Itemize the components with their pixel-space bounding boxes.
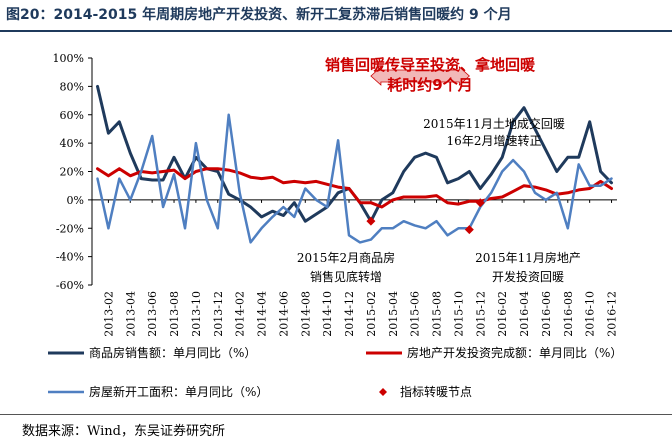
x-tick-label: 2015-04 (387, 291, 400, 337)
y-tick-label: 60% (60, 109, 84, 122)
x-tick-label: 2016-08 (562, 291, 575, 337)
series-lines (96, 84, 613, 244)
chart-annotations: 2015年11月土地成交回暖 16年2月增速转正 2015年2月商品房 销售见底… (297, 116, 581, 284)
x-tick-label: 2014-04 (256, 291, 269, 337)
invest-turn-annotation-line-1: 2015年11月房地产 (475, 250, 581, 265)
x-tick-label: 2015-02 (365, 291, 378, 337)
x-tick-label: 2013-08 (168, 291, 181, 337)
annotation-banner: 销售回暖传导至投资、拿地回暖 耗时约9个月 (325, 56, 536, 94)
banner-line-2: 耗时约9个月 (387, 76, 472, 94)
land-annotation-line-2: 16年2月增速转正 (447, 133, 542, 148)
y-grid-and-ticks: -60% -40% -20% 0% 20% 40% 60% 80% 100% (53, 52, 93, 292)
y-tick-label: 40% (60, 137, 84, 150)
x-tick-label: 2014-10 (321, 291, 334, 337)
x-tick-label: 2014-06 (277, 291, 290, 337)
figure-title: 图20：2014-2015 年周期房地产开发投资、新开工复苏滞后销售回暖约 9 … (6, 7, 512, 23)
invest-turn-annotation-line-2: 开发投资回暖 (492, 269, 564, 284)
x-tick-label: 2015-06 (409, 291, 422, 337)
x-tick-label: 2013-12 (212, 291, 225, 337)
x-tick-label: 2016-10 (584, 291, 597, 337)
x-tick-label: 2015-10 (452, 291, 465, 337)
banner-line-1: 销售回暖传导至投资、拿地回暖 (325, 56, 536, 74)
source-rule (0, 414, 672, 415)
turning-point-marker (464, 225, 474, 235)
y-tick-label: -40% (56, 251, 84, 264)
series-line-1 (96, 84, 613, 223)
legend-label-investment: 房地产开发投资完成额：单月同比（%） (407, 345, 622, 360)
x-tick-label: 2013-02 (102, 291, 115, 337)
line-chart: -60%-40%-20%0%20%40%60%80%100% 2013-02 20… (48, 52, 622, 399)
sales-turn-annotation-line-1: 2015年2月商品房 (297, 250, 395, 265)
legend-label-marker: 指标转暖节点 (400, 384, 472, 399)
sales-turn-annotation-line-2: 销售见底转增 (310, 269, 382, 284)
turning-point-marker (475, 198, 485, 208)
double-arrow (370, 66, 470, 86)
turning-point-marker (366, 216, 376, 226)
x-tick-label: 2014-02 (234, 291, 247, 337)
x-tick-label: 2016-04 (518, 291, 531, 337)
x-tick-label: 2014-08 (299, 291, 312, 337)
y-tick-label: 0% (67, 194, 84, 207)
x-tick-label: 2016-12 (606, 291, 619, 337)
y-tick-label: -20% (56, 222, 84, 235)
series-line-3 (96, 113, 613, 244)
x-tick-label: 2013-04 (124, 291, 137, 337)
x-tick-label: 2013-06 (146, 291, 159, 337)
x-tick-label: 2016-06 (540, 291, 553, 337)
legend-swatch-marker (379, 388, 387, 396)
y-tick-label: 80% (60, 80, 84, 93)
turning-point-markers (366, 198, 485, 235)
y-tick-label: 100% (53, 52, 84, 65)
legend: 商品房销售额：单月同比（%） 房地产开发投资完成额：单月同比（%） 房屋新开工面… (48, 345, 622, 399)
x-tick-label: 2015-08 (431, 291, 444, 337)
x-tick-label: 2013-10 (190, 291, 203, 337)
title-rule (0, 30, 672, 32)
source-note: 数据来源：Wind，东吴证券研究所 (22, 424, 225, 439)
y-tick-label: 20% (60, 166, 84, 179)
legend-label-sales: 商品房销售额：单月同比（%） (89, 345, 256, 360)
y-tick-label: -60% (56, 279, 84, 292)
x-axis: 2013-02 2013-04 2013-06 2013-08 2013-10 2013-… (92, 199, 619, 337)
land-annotation-line-1: 2015年11月土地成交回暖 (423, 116, 565, 131)
series-line-2 (96, 167, 613, 209)
x-tick-label: 2014-12 (343, 291, 356, 337)
legend-label-new-starts: 房屋新开工面积：单月同比（%） (89, 384, 268, 399)
x-tick-label: 2015-12 (474, 291, 487, 337)
x-tick-label: 2016-02 (496, 291, 509, 337)
